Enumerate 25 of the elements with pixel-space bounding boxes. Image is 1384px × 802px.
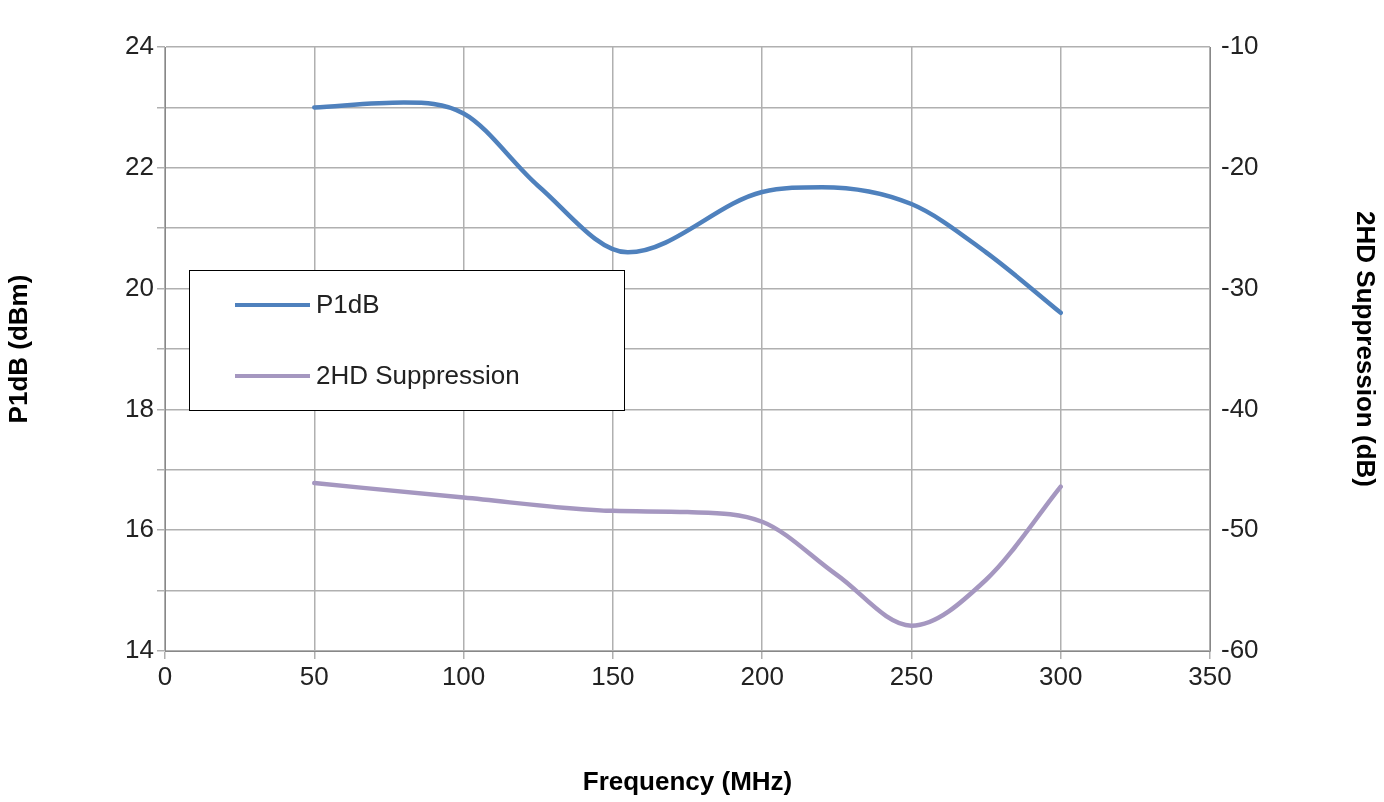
y-tick-label: 24 (125, 30, 154, 61)
y2-tick-label: -40 (1221, 392, 1259, 423)
legend-label: 2HD Suppression (316, 360, 520, 391)
y-tick-label: 20 (125, 271, 154, 302)
y2-tick-label: -10 (1221, 30, 1259, 61)
y-tick-label: 16 (125, 513, 154, 544)
x-tick-label: 100 (441, 660, 486, 691)
x-axis-title: Frequency (MHz) (582, 765, 793, 796)
x-tick-label: 0 (157, 660, 173, 691)
x-tick-label: 50 (299, 660, 329, 691)
x-tick-label: 300 (1039, 660, 1083, 691)
x-tick-label: 150 (591, 660, 635, 691)
y-tick-label: 22 (125, 150, 154, 181)
y2-tick-label: -30 (1221, 271, 1259, 302)
y-tick-label: 14 (125, 634, 154, 665)
line-series (312, 480, 1063, 628)
y-axis-title: P1dB (dBm) (2, 274, 33, 424)
x-tick-label: 250 (889, 660, 934, 691)
x-tick-label: 200 (740, 660, 784, 691)
y2-tick-label: -20 (1221, 150, 1259, 181)
line-series (312, 100, 1063, 316)
y-tick-label: 18 (125, 392, 154, 423)
y2-tick-label: -50 (1221, 513, 1259, 544)
legend-label: P1dB (316, 289, 380, 320)
y2-axis-title: 2HD Suppression (dB) (1351, 211, 1382, 487)
